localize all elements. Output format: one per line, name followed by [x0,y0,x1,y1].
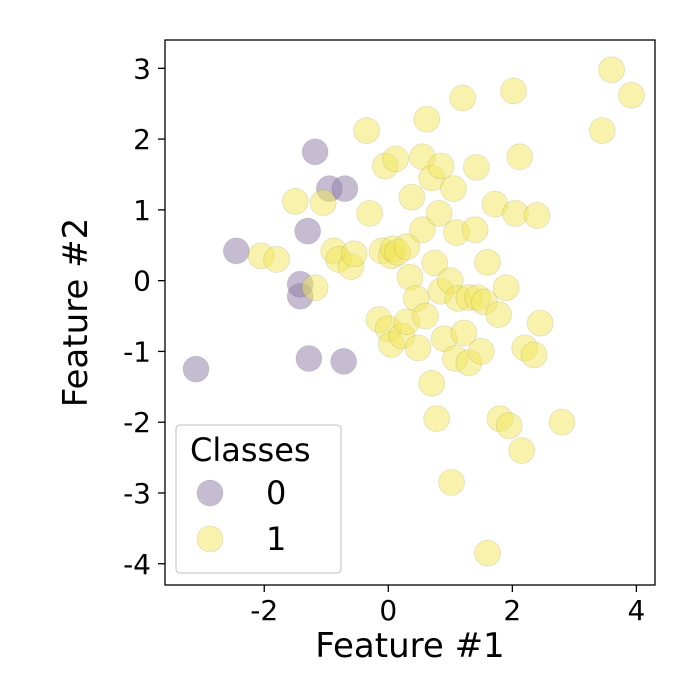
x-tick-label: 2 [503,594,521,627]
x-axis-label: Feature #1 [315,626,504,666]
y-tick-label: 0 [133,265,151,298]
legend-entry-label: 1 [266,520,286,558]
scatter-point [428,153,454,179]
x-ticks: -2 0 2 4 [250,585,645,627]
scatter-point [618,82,644,108]
y-tick-label: 1 [133,194,151,227]
scatter-chart: -2 0 2 4 -4 -3 -2 -1 0 1 2 3 Feature #1 Feature #2… [0,0,700,700]
scatter-point [527,310,553,336]
y-tick-label: -4 [123,548,151,581]
legend: Classes 0 1 [176,425,341,573]
y-tick-label: -1 [123,335,151,368]
scatter-point [496,413,522,439]
scatter-point [468,338,494,364]
scatter-point [486,302,512,328]
scatter-point [332,176,358,202]
scatter-point [282,188,308,214]
scatter-point [296,346,322,372]
x-tick-label: -2 [250,594,278,627]
scatter-point [450,85,476,111]
y-tick-label: 2 [133,123,151,156]
scatter-point [493,275,519,301]
scatter-point [424,406,450,432]
scatter-point [295,218,321,244]
y-tick-label: -2 [123,406,151,439]
scatter-point [331,348,357,374]
scatter-point [264,246,290,272]
scatter-point [507,144,533,170]
scatter-point [462,217,488,243]
scatter-point [302,275,328,301]
scatter-point [405,335,431,361]
y-tick-label: 3 [133,52,151,85]
scatter-point [549,409,575,435]
x-tick-label: 0 [379,594,397,627]
legend-entry-label: 0 [266,474,286,512]
scatter-point [440,176,466,202]
scatter-point [354,118,380,144]
scatter-point [223,238,249,264]
scatter-point [341,241,367,267]
legend-marker-icon [197,480,223,506]
scatter-point [501,78,527,104]
scatter-point [524,203,550,229]
y-axis-label: Feature #2 [56,218,96,407]
x-tick-label: 4 [627,594,645,627]
scatter-point [463,154,489,180]
scatter-point [439,469,465,495]
scatter-point [357,200,383,226]
y-tick-label: -3 [123,477,151,510]
scatter-point [414,106,440,132]
scatter-point [589,118,615,144]
scatter-point [475,249,501,275]
scatter-point [399,184,425,210]
scatter-point [599,57,625,83]
legend-marker-icon [197,526,223,552]
y-ticks: -4 -3 -2 -1 0 1 2 3 [123,52,165,580]
scatter-point [509,438,535,464]
scatter-point [183,356,209,382]
scatter-point [521,342,547,368]
scatter-point [419,370,445,396]
scatter-point [310,190,336,216]
scatter-point [383,146,409,172]
legend-title: Classes [190,431,311,469]
scatter-point [475,540,501,566]
scatter-point [302,139,328,165]
scatter-point [413,303,439,329]
